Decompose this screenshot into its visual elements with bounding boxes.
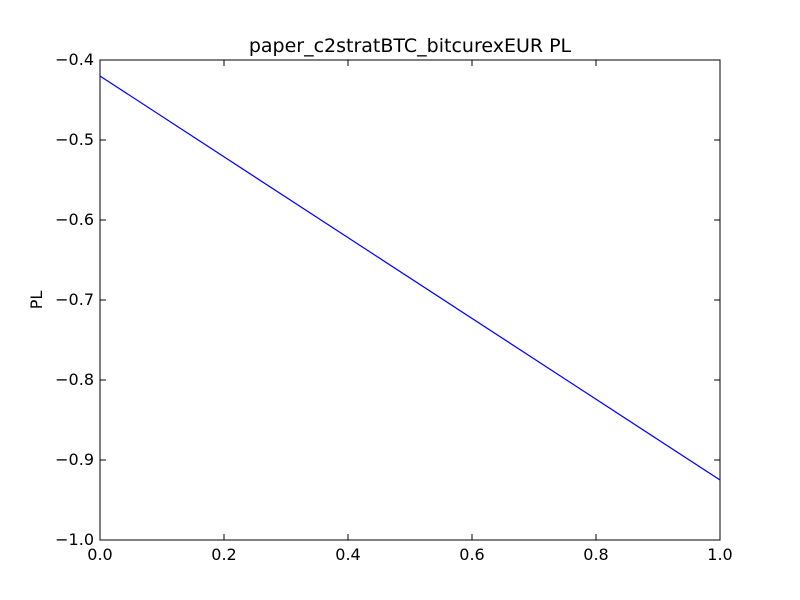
y-tick-label: −0.5: [55, 130, 94, 149]
y-axis-label: PL: [27, 291, 46, 310]
y-tick-label: −1.0: [55, 530, 94, 549]
y-tick-label: −0.6: [55, 210, 94, 229]
plot-frame: [99, 59, 721, 541]
x-tick-label: 0.2: [211, 545, 236, 564]
x-tick-label: 0.0: [87, 545, 112, 564]
x-tick-label: 1.0: [707, 545, 732, 564]
series-line-0: [100, 75, 720, 481]
y-tick-label: −0.9: [55, 450, 94, 469]
y-tick-label: −0.7: [55, 290, 94, 309]
y-tick-label: −0.8: [55, 370, 94, 389]
y-tick-label: −0.4: [55, 50, 94, 69]
x-tick-label: 0.8: [583, 545, 608, 564]
x-tick-label: 0.4: [335, 545, 360, 564]
x-tick-label: 0.6: [459, 545, 484, 564]
plot-area: 0.0 0.2 0.4 0.6 0.8 1.0 −0.4 −0.5 −0.6 −0.7 −0.8 −0…: [55, 50, 733, 564]
chart-title: paper_c2stratBTC_bitcurexEUR PL: [249, 35, 572, 57]
